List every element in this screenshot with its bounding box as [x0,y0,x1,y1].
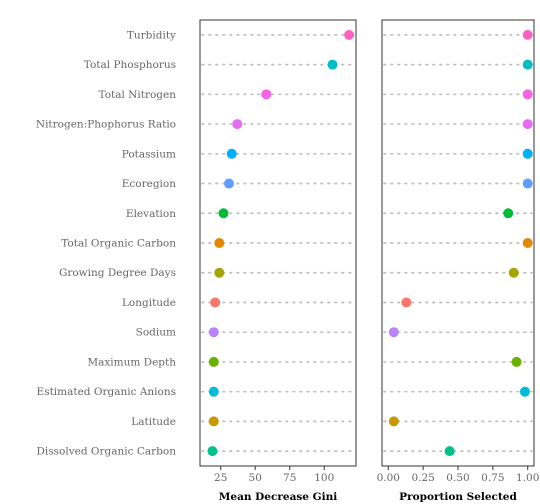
category-label-growing-degree-days: Growing Degree Days [59,267,176,279]
point-proportion-maximum-depth [511,356,522,367]
category-label-total-phosphorus: Total Phosphorus [84,59,176,71]
point-gini-total-nitrogen [261,89,272,100]
point-gini-maximum-depth [208,356,219,367]
category-label-total-organic-carbon: Total Organic Carbon [61,238,176,250]
point-gini-estimated-organic-anions [208,386,219,397]
point-proportion-total-nitrogen [522,89,533,100]
point-proportion-sodium [388,327,399,338]
x-tick-label-proportion: 0.75 [481,472,504,484]
point-proportion-elevation [503,208,514,219]
panel-mean-decrease-gini: 25 50 75 100 Mean Decrease Gini [199,19,357,503]
category-label-nitrogen-phophorus-ratio: Nitrogen:Phophorus Ratio [36,119,176,131]
category-label-estimated-organic-anions: Estimated Organic Anions [37,386,176,398]
category-label-ecoregion: Ecoregion [122,178,177,190]
point-proportion-growing-degree-days [508,267,519,278]
x-tick-label-proportion: 0.50 [446,472,469,484]
point-gini-total-phosphorus [327,59,338,70]
x-tick-label-proportion: 0.00 [377,472,400,484]
point-proportion-turbidity [522,29,533,40]
point-gini-longitude [210,297,221,308]
x-tick-label-gini: 25 [214,472,227,484]
x-tick-label-gini: 50 [249,472,262,484]
point-gini-sodium [208,327,219,338]
point-gini-ecoregion [223,178,234,189]
category-labels: Turbidity Total Phosphorus Total Nitrogen N… [36,29,176,457]
x-tick-label-proportion: 0.25 [411,472,434,484]
point-proportion-dissolved-organic-carbon [444,446,455,457]
point-proportion-latitude [388,416,399,427]
point-gini-elevation [218,208,229,219]
x-axis-title-gini: Mean Decrease Gini [219,491,337,503]
point-proportion-longitude [401,297,412,308]
category-label-longitude: Longitude [122,297,176,309]
category-label-latitude: Latitude [131,416,176,428]
panel-frame-gini [199,19,357,467]
point-gini-nitrogen-phophorus-ratio [232,119,243,130]
point-proportion-estimated-organic-anions [519,386,530,397]
category-label-sodium: Sodium [136,327,176,339]
point-gini-dissolved-organic-carbon [207,446,218,457]
point-proportion-total-phosphorus [522,59,533,70]
point-gini-potassium [226,148,237,159]
category-label-potassium: Potassium [122,148,176,160]
x-axis-title-proportion: Proportion Selected [399,491,517,503]
category-label-total-nitrogen: Total Nitrogen [99,89,177,101]
point-gini-latitude [208,416,219,427]
point-proportion-total-organic-carbon [522,238,533,248]
x-tick-label-gini: 100 [314,472,334,484]
category-label-elevation: Elevation [126,208,176,220]
point-gini-turbidity [344,29,355,40]
category-label-turbidity: Turbidity [127,29,176,41]
category-label-maximum-depth: Maximum Depth [87,356,176,368]
point-proportion-ecoregion [522,178,533,189]
point-proportion-nitrogen-phophorus-ratio [522,119,533,130]
point-gini-total-organic-carbon [214,238,225,248]
point-proportion-potassium [522,148,533,159]
point-gini-growing-degree-days [214,267,225,278]
x-tick-label-gini: 75 [283,472,296,484]
x-tick-label-proportion: 1.00 [516,472,539,484]
category-label-dissolved-organic-carbon: Dissolved Organic Carbon [36,446,176,458]
panel-proportion-selected: 0.00 0.25 0.50 0.75 1.00 Proportion Selected [377,19,539,503]
